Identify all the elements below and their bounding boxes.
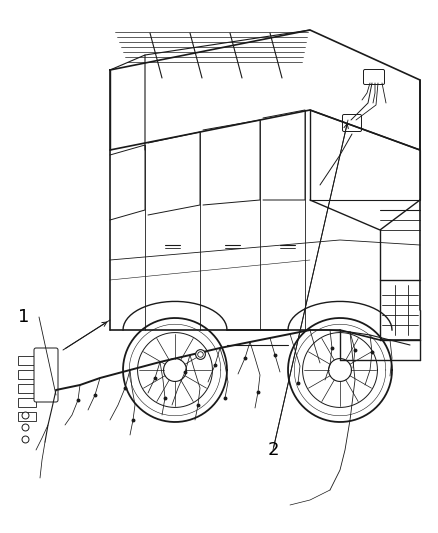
Text: 1: 1 (18, 308, 30, 326)
FancyBboxPatch shape (343, 115, 361, 132)
Bar (18, 356, 36, 365)
Bar (18, 398, 36, 407)
FancyBboxPatch shape (34, 348, 58, 402)
FancyBboxPatch shape (364, 69, 385, 85)
Text: 2: 2 (267, 441, 279, 459)
Bar (18, 384, 36, 393)
Bar (18, 370, 36, 379)
Bar (18, 412, 36, 421)
